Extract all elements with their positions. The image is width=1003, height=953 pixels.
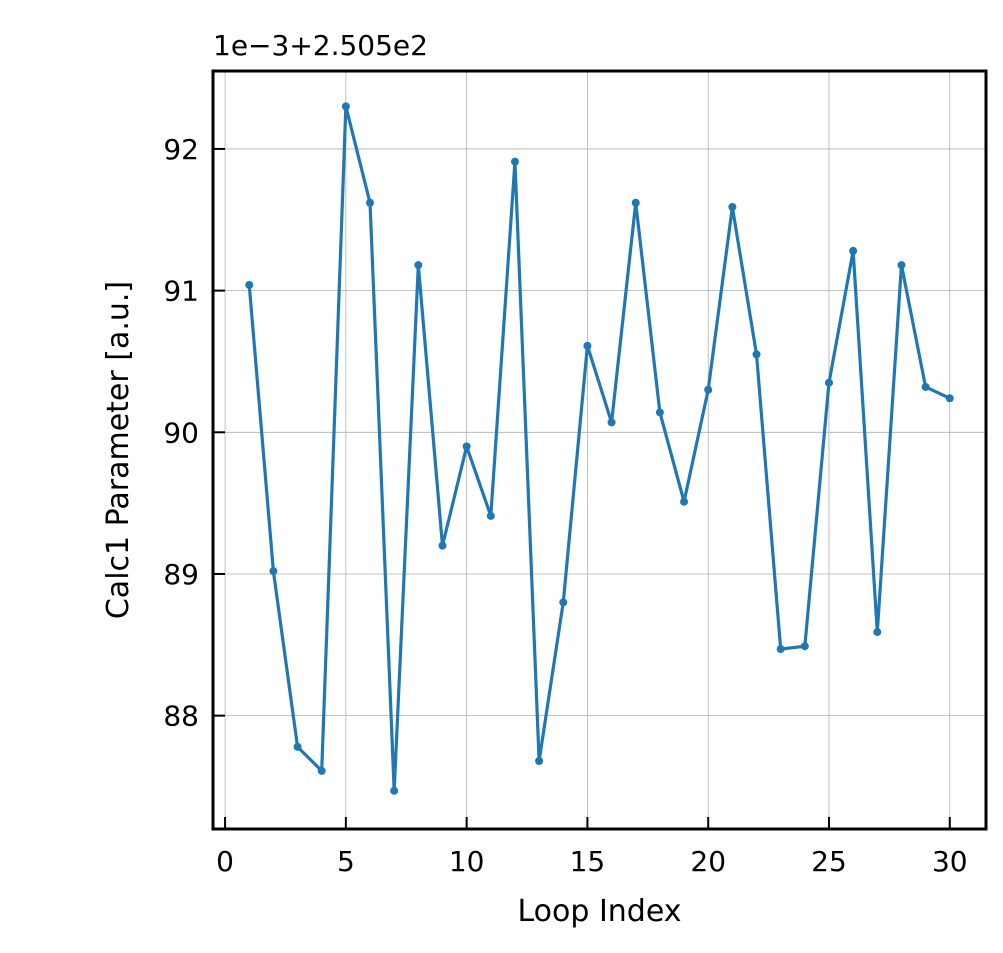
x-tick-label: 25	[811, 845, 847, 878]
y-axis-label: Calc1 Parameter [a.u.]	[101, 281, 136, 619]
series	[245, 102, 954, 795]
data-point	[293, 742, 302, 751]
x-tick-label: 20	[690, 845, 726, 878]
tick-labels: 0 5 10 15 20 25 30 88 89 90 91 92	[163, 133, 967, 878]
data-point	[776, 645, 785, 654]
x-tick-label: 15	[570, 845, 606, 878]
data-point	[800, 642, 809, 651]
x-tick-label: 30	[932, 845, 968, 878]
data-point	[752, 350, 761, 359]
data-point	[631, 198, 640, 207]
data-point	[704, 385, 713, 394]
series-line	[247, 104, 951, 793]
data-point	[824, 378, 833, 387]
data-point	[462, 442, 471, 451]
data-point	[245, 280, 254, 289]
data-point	[849, 246, 858, 255]
data-point	[680, 497, 689, 506]
data-point	[945, 394, 954, 403]
data-point	[607, 418, 616, 427]
y-tick-label: 90	[163, 416, 199, 449]
data-point	[728, 203, 737, 212]
data-point	[269, 567, 278, 576]
data-point	[510, 157, 519, 166]
data-point	[535, 756, 544, 765]
x-tick-label: 0	[216, 845, 234, 878]
y-tick-label: 88	[163, 700, 199, 733]
ticks	[213, 147, 951, 829]
y-tick-label: 92	[163, 133, 199, 166]
data-point	[414, 261, 423, 270]
x-tick-label: 5	[337, 845, 355, 878]
y-tick-label: 89	[163, 558, 199, 591]
data-point	[921, 382, 930, 391]
y-tick-label: 91	[163, 275, 199, 308]
data-point	[390, 786, 399, 795]
grid-lines	[213, 71, 986, 829]
data-point	[897, 261, 906, 270]
data-point	[366, 198, 375, 207]
plot-frame	[211, 69, 988, 831]
x-tick-label: 10	[449, 845, 485, 878]
plot-frame-group	[211, 69, 988, 831]
data-point	[873, 628, 882, 637]
data-point	[486, 511, 495, 520]
data-point	[341, 102, 350, 111]
data-point	[317, 766, 326, 775]
data-point	[655, 408, 664, 417]
data-point	[583, 341, 592, 350]
data-point	[559, 598, 568, 607]
data-point	[438, 541, 447, 550]
x-axis-label: Loop Index	[517, 894, 681, 929]
y-offset-label: 1e−3+2.505e2	[213, 29, 428, 62]
